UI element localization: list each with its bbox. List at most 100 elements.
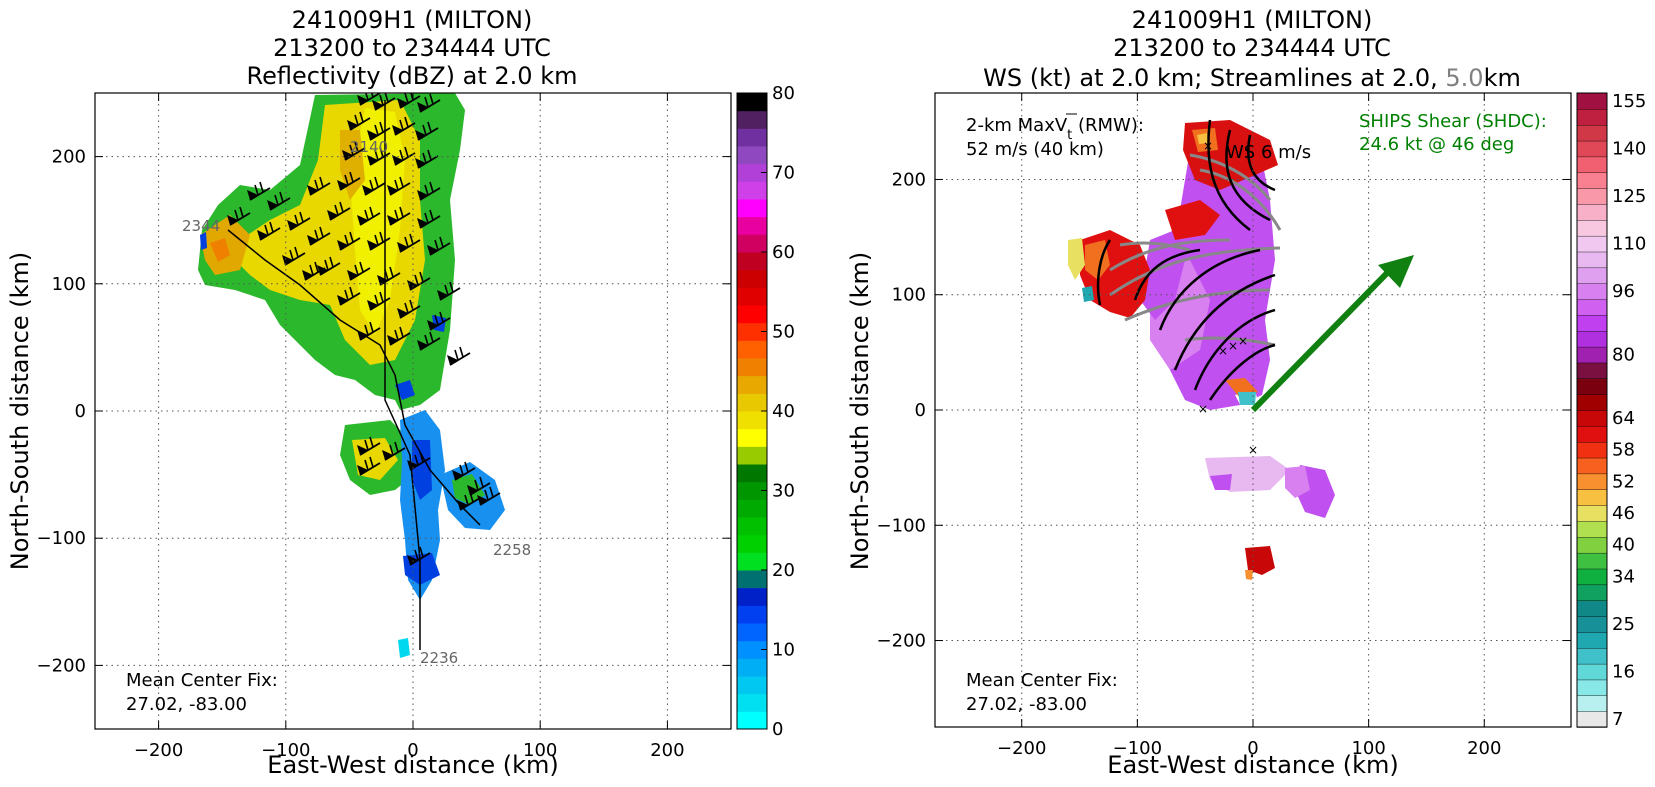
right-title-line2: 213200 to 234444 UTC <box>1113 34 1391 62</box>
left-wind-barbs <box>227 93 501 566</box>
svg-text:×: × <box>1203 139 1213 153</box>
right-colorbar-bin <box>1576 441 1608 459</box>
right-colorbar-tick-label: 16 <box>1612 662 1635 683</box>
wind-barb <box>377 266 401 286</box>
wind-barb <box>307 176 331 196</box>
right-colorbar-bin <box>1576 203 1608 221</box>
left-colorbar-bin <box>737 428 767 447</box>
left-grid <box>95 93 731 729</box>
wind-barb <box>417 209 441 229</box>
left-colorbar-bin <box>737 464 767 483</box>
left-colorbar-bin <box>737 305 767 324</box>
left-y-axis-label: North-South distance (km) <box>6 252 34 571</box>
right-title-line3: WS (kt) at 2.0 km; Streamlines at 2.0, 5… <box>983 64 1521 92</box>
wind-barb <box>415 121 439 141</box>
right-colorbar-bin <box>1576 393 1608 411</box>
right-colorbar-bin <box>1576 346 1608 364</box>
y-tick-label: 100 <box>52 274 86 295</box>
left-colorbar-bin <box>737 322 767 341</box>
max-wind-subscript: t <box>1067 128 1072 143</box>
left-colorbar-bin <box>737 446 767 465</box>
x-tick-label: −100 <box>1113 738 1162 759</box>
wind-barb <box>392 146 416 166</box>
left-colorbar-bin <box>737 128 767 147</box>
right-title-line3-gray: 5.0 <box>1445 64 1483 92</box>
right-colorbar-bin <box>1576 504 1608 522</box>
left-colorbar-bin <box>737 393 767 412</box>
x-tick-label: 0 <box>407 740 418 761</box>
left-colorbar-bin <box>737 110 767 129</box>
x-tick-label: 200 <box>1467 738 1501 759</box>
wind-barb <box>337 231 361 251</box>
right-colorbar-bin <box>1576 679 1608 697</box>
track-label-2258: 2258 <box>493 541 531 559</box>
left-colorbar-tick-label: 50 <box>772 322 795 343</box>
right-y-axis-label: North-South distance (km) <box>846 252 874 571</box>
left-colorbar-bin <box>737 517 767 536</box>
wind-barb <box>347 111 371 131</box>
shear-vector-arrow <box>1250 255 1414 413</box>
wind-barb <box>417 331 441 351</box>
right-colorbar-bin <box>1576 647 1608 665</box>
x-tick-label: −100 <box>261 740 310 761</box>
svg-text:×: × <box>1218 344 1228 358</box>
y-tick-label: −100 <box>877 515 926 536</box>
right-colorbar-tick-label: 40 <box>1612 535 1635 556</box>
right-colorbar-bin <box>1576 568 1608 586</box>
right-colorbar-bin <box>1576 92 1608 110</box>
left-colorbar-bin <box>737 481 767 500</box>
wind-barb <box>437 281 461 301</box>
wind-barb <box>357 321 381 341</box>
wind-barb <box>302 261 326 281</box>
ships-shear-label: SHIPS Shear (SHDC): <box>1359 111 1547 132</box>
track-label-2140: 2140 <box>350 138 388 156</box>
right-x-axis-label: East-West distance (km) <box>1107 751 1398 779</box>
right-colorbar-tick-label: 46 <box>1612 503 1635 524</box>
y-tick-label: −100 <box>37 528 86 549</box>
right-windspeed-field: × × × × × × <box>1068 119 1335 580</box>
wind-barb <box>357 206 381 226</box>
right-colorbar-bin <box>1576 251 1608 269</box>
y-tick-label: −200 <box>877 631 926 652</box>
right-colorbar-bin <box>1576 600 1608 617</box>
y-tick-label: 100 <box>892 285 926 306</box>
right-colorbar-tick-label: 52 <box>1612 471 1635 492</box>
wind-barb <box>447 346 471 366</box>
right-colorbar-tick-label: 58 <box>1612 440 1635 461</box>
wind-barb <box>427 311 451 331</box>
right-colorbar-bin <box>1576 409 1608 427</box>
x-tick-label: 200 <box>650 740 684 761</box>
wind-barb <box>227 206 251 226</box>
left-colorbar-tick-label: 30 <box>772 481 795 502</box>
y-tick-label: 0 <box>75 401 86 422</box>
right-colorbar-bin <box>1576 457 1608 475</box>
left-colorbar-bin <box>737 693 767 712</box>
max-wind-suffix: (RMW): <box>1072 115 1144 136</box>
left-colorbar-bin <box>737 181 767 200</box>
right-colorbar-bin <box>1576 378 1608 395</box>
left-colorbar: 0 10 20 30 40 50 60 70 80 <box>736 83 795 740</box>
left-colorbar-bin <box>737 676 767 695</box>
right-colorbar-bin <box>1576 235 1608 253</box>
right-title-line1: 241009H1 (MILTON) <box>1132 6 1373 34</box>
left-colorbar-bin <box>737 375 767 394</box>
wind-barb <box>382 441 406 461</box>
wind-barb <box>417 181 441 201</box>
right-colorbar-bin <box>1576 584 1608 601</box>
wind-barb <box>337 286 361 306</box>
wind-barb <box>387 326 411 346</box>
svg-text:×: × <box>1248 443 1258 457</box>
right-colorbar-frame <box>1576 92 1608 728</box>
left-colorbar-bin <box>737 570 767 589</box>
wind-barb <box>477 486 501 506</box>
left-colorbar-tick-label: 40 <box>772 401 795 422</box>
wind-barb <box>357 436 381 456</box>
left-center-fix-value: 27.02, -83.00 <box>126 694 247 715</box>
left-colorbar-bin <box>737 146 767 165</box>
right-title-line3-prefix: WS (kt) at 2.0 km; Streamlines at 2.0, <box>983 64 1445 92</box>
left-colorbar-bin <box>737 340 767 359</box>
right-colorbar-bin <box>1576 425 1608 443</box>
right-ticks: −200 −100 0 100 200 −200 −100 0 100 200 <box>877 93 1571 759</box>
left-colorbar-bin <box>737 658 767 677</box>
